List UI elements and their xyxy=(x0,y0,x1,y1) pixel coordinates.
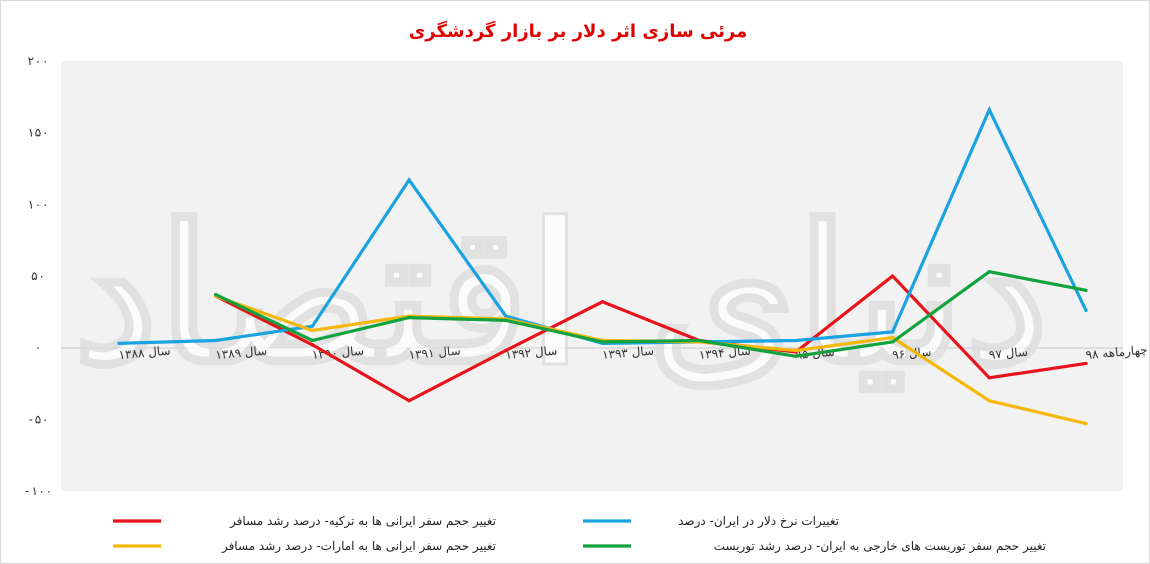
series-group xyxy=(117,105,1088,426)
plot-area xyxy=(61,61,1123,491)
data-point xyxy=(891,330,895,334)
data-point xyxy=(891,274,895,278)
data-point xyxy=(987,376,991,380)
y-tick-label: ۱۵۰ xyxy=(27,126,49,140)
data-point xyxy=(697,338,701,343)
x-tick-label: سال ۱۳۹۱ xyxy=(408,344,461,362)
y-axis: ۲۰۰ ۱۵۰ ۱۰۰ ۵۰ ۰ -۵۰ -۱۰۰ xyxy=(24,54,53,498)
data-point xyxy=(794,354,798,358)
data-point xyxy=(504,318,508,323)
x-tick-label: سال ۹۷ xyxy=(988,345,1028,362)
data-point xyxy=(1084,288,1088,292)
data-point xyxy=(310,338,314,343)
data-point xyxy=(407,399,411,403)
y-tick-label: ۱۰۰ xyxy=(27,197,49,211)
data-point xyxy=(891,340,895,344)
y-tick-label: -۵۰ xyxy=(27,412,49,426)
data-point xyxy=(600,340,605,344)
y-tick-label: ۲۰۰ xyxy=(27,54,49,68)
y-tick-label: ۰ xyxy=(34,341,41,355)
data-point xyxy=(1084,361,1088,366)
y-tick-label: -۱۰۰ xyxy=(24,484,53,498)
data-point xyxy=(504,348,508,353)
x-tick-label: سال ۱۳۹۰ xyxy=(311,344,364,362)
data-point xyxy=(987,270,991,274)
y-tick-label: ۵۰ xyxy=(31,269,45,283)
x-tick-label: سال ۱۳۸۹ xyxy=(215,344,268,362)
data-point xyxy=(407,178,411,182)
watermark-logo: دنیای اقتصاد xyxy=(73,183,1049,406)
legend-label: تغییر حجم سفر ایرانی ها به ترکیه- درصد ر… xyxy=(229,514,496,529)
data-point xyxy=(794,338,798,343)
x-tick-label: سال ۱۳۹۳ xyxy=(602,344,655,362)
legend: تغییر حجم سفر ایرانی ها به ترکیه- درصد ر… xyxy=(113,514,1046,554)
data-point xyxy=(407,315,411,320)
data-point xyxy=(600,300,605,304)
data-point xyxy=(987,108,991,112)
data-point xyxy=(214,338,218,343)
data-point xyxy=(1084,308,1088,312)
data-point xyxy=(1084,422,1088,426)
x-tick-label: چهارماهه ۹۸ xyxy=(1085,343,1148,363)
legend-label: تغییرات نرخ دلار در ایران- درصد xyxy=(678,514,839,529)
legend-label: تغییر حجم سفر توریست های خارجی به ایران-… xyxy=(714,539,1046,554)
data-point xyxy=(891,336,895,340)
data-point xyxy=(310,324,314,328)
data-point xyxy=(117,341,121,345)
data-point xyxy=(794,348,798,353)
chart-title: مرئی سازی اثر دلار بر بازار گردشگری xyxy=(409,20,748,42)
data-point xyxy=(987,399,991,403)
series-line-0 xyxy=(214,273,1088,403)
series-line-3 xyxy=(214,269,1088,358)
data-point xyxy=(214,293,218,297)
x-tick-label: سال ۱۳۹۲ xyxy=(505,344,558,362)
legend-label: تغییر حجم سفر ایرانی ها به امارات- درصد … xyxy=(221,539,496,554)
x-axis: سال ۱۳۸۸ سال ۱۳۸۹ سال ۱۳۹۰ سال ۱۳۹۱ سال ۱۳۹۲… xyxy=(118,343,1148,363)
data-point xyxy=(310,328,314,333)
data-point xyxy=(504,314,508,318)
x-tick-label: سال ۱۳۸۸ xyxy=(118,344,171,362)
data-point xyxy=(310,343,314,347)
